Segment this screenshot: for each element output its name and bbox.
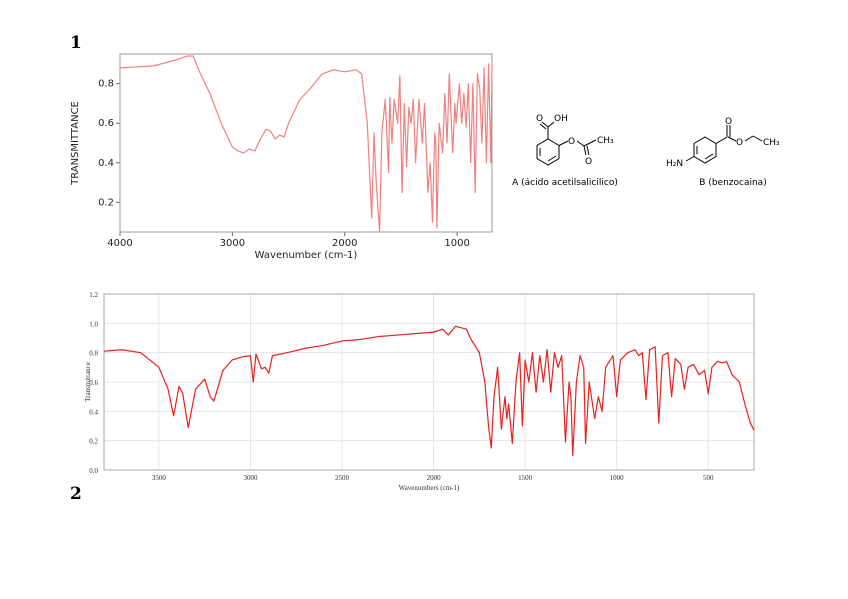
figure-label: 1 — [70, 33, 82, 53]
figure-label: 2 — [70, 484, 82, 504]
atom-label: O — [536, 114, 543, 124]
structure-caption: A (ácido acetilsalicilico) — [512, 178, 618, 188]
x-axis-label: Wavenumbers (cm-1) — [399, 484, 460, 492]
y-axis-label: Transmittance — [84, 362, 92, 402]
x-axis-label: Wavenumber (cm-1) — [255, 250, 358, 261]
atom-label: O — [585, 157, 592, 167]
spectrum-line — [103, 325, 755, 456]
y-tick-label: 0.4 — [98, 158, 114, 169]
spectrum-line — [119, 55, 493, 233]
structure-b: O O CH₃ H₂N B (benzocaina) — [666, 117, 780, 188]
y-tick-label: 1.2 — [89, 291, 98, 299]
y-tick-label: 0.2 — [89, 438, 98, 446]
structure-a: O OH O CH₃ O A (ácido acetilsalicilico) — [512, 114, 618, 188]
x-tick-label: 2500 — [335, 474, 350, 482]
y-tick-label: 1.0 — [89, 320, 98, 328]
atom-label: OH — [554, 114, 568, 124]
x-tick-label: 3000 — [220, 238, 245, 249]
x-tick-label: 3000 — [243, 474, 258, 482]
atom-label: CH₃ — [597, 136, 614, 146]
plot-frame — [103, 293, 755, 471]
x-tick-label: 1000 — [610, 474, 625, 482]
y-tick-label: 0.8 — [89, 350, 98, 358]
atom-label: CH₃ — [763, 138, 780, 148]
x-tick-label: 3500 — [152, 474, 167, 482]
x-tick-label: 1000 — [444, 238, 469, 249]
x-tick-label: 1500 — [518, 474, 533, 482]
atom-label: O — [736, 138, 743, 148]
plot-frame — [119, 53, 493, 233]
x-tick-label: 4000 — [107, 238, 132, 249]
atom-label: H₂N — [666, 159, 683, 169]
y-tick-label: 0.2 — [98, 197, 114, 208]
atom-label: O — [725, 117, 732, 127]
y-tick-label: 0.6 — [89, 379, 98, 387]
y-tick-label: 0.0 — [89, 467, 98, 475]
y-tick-label: 0.4 — [89, 408, 98, 416]
x-tick-label: 2000 — [332, 238, 357, 249]
y-tick-label: 0.6 — [98, 118, 114, 129]
y-tick-label: 0.8 — [98, 79, 114, 90]
y-axis-label: TRANSMITTANCE — [70, 101, 81, 186]
x-tick-label: 500 — [703, 474, 714, 482]
x-tick-label: 2000 — [427, 474, 442, 482]
atom-label: O — [568, 137, 575, 147]
structure-caption: B (benzocaina) — [699, 178, 766, 188]
